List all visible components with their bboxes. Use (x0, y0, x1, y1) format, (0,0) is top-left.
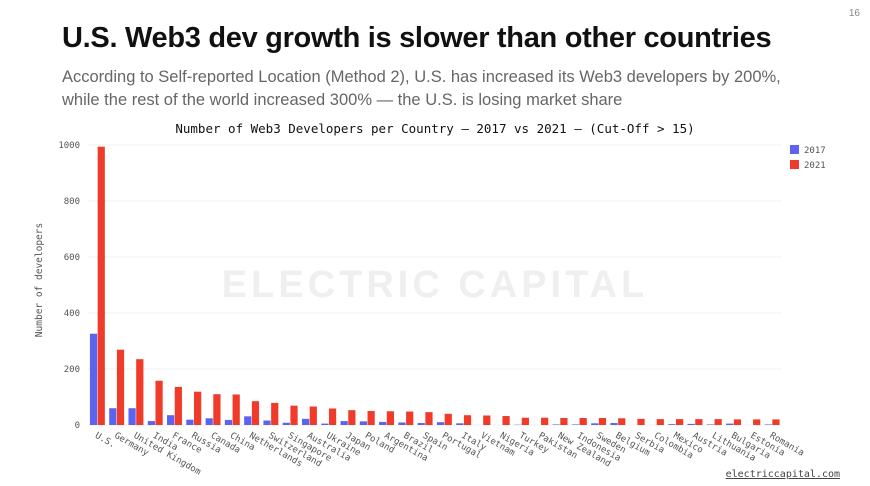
subtitle: According to Self-reported Location (Met… (62, 66, 852, 112)
footer-link[interactable]: electriccapital.com (725, 469, 840, 480)
bar-2017 (610, 423, 618, 425)
bar-2021 (290, 405, 298, 425)
bar-2017 (591, 423, 599, 425)
bar-2017 (706, 424, 715, 425)
bar-2021 (213, 394, 221, 425)
bar-2021 (232, 394, 240, 425)
legend-swatch-2017 (790, 145, 799, 154)
bar-2017 (89, 333, 98, 425)
bar-2017 (436, 422, 445, 425)
y-tick-label: 0 (75, 421, 80, 431)
legend-label-2021: 2021 (804, 161, 826, 171)
bar-2021 (541, 417, 549, 425)
bar-2021 (714, 419, 722, 425)
legend-label-2017: 2017 (804, 146, 826, 156)
bar-2021 (328, 408, 337, 425)
bar-2021 (194, 391, 202, 425)
bar-2021 (463, 415, 472, 425)
bar-2017 (687, 423, 695, 425)
bar-2017 (571, 424, 580, 425)
bar-2017 (552, 424, 560, 425)
bar-2021 (425, 412, 433, 425)
bar-2021 (598, 418, 607, 425)
y-tick-label: 200 (64, 365, 80, 375)
bar-2017 (379, 421, 387, 425)
page-number: 16 (848, 8, 860, 19)
bar-2017 (128, 408, 136, 425)
bar-2017 (282, 422, 290, 425)
bar-2021 (386, 411, 395, 425)
bar-2021 (309, 406, 317, 425)
bar-2021 (579, 418, 587, 425)
bar-2017 (263, 420, 271, 425)
y-tick-label: 800 (64, 197, 80, 207)
bar-2017 (340, 421, 348, 425)
legend-swatch-2021 (790, 160, 799, 169)
bar-2017 (301, 418, 310, 425)
y-axis-label: Number of developers (34, 223, 45, 337)
bar-2021 (174, 386, 182, 425)
chart-title: Number of Web3 Developers per Country — … (175, 121, 695, 136)
bar-2021 (136, 359, 144, 425)
bar-2017 (321, 423, 329, 425)
bar-2021 (772, 419, 780, 425)
y-tick-label: 600 (64, 253, 80, 263)
x-tick-label: U.S. (93, 431, 117, 451)
bar-2017 (109, 408, 117, 425)
bar-2021 (116, 349, 125, 425)
bar-2021 (348, 410, 356, 425)
bar-2021 (406, 411, 414, 425)
bar-2017 (764, 424, 772, 425)
bar-2021 (483, 415, 491, 425)
bar-2021 (521, 417, 529, 425)
page-title: U.S. Web3 dev growth is slower than othe… (62, 22, 772, 54)
bar-2021 (251, 401, 260, 425)
bar-2021 (753, 419, 761, 425)
y-tick-label: 1000 (58, 141, 80, 151)
bar-2017 (398, 422, 406, 425)
bar-2017 (417, 423, 425, 425)
bar-2017 (205, 418, 213, 425)
legend: 2017 2021 (790, 145, 826, 171)
bar-2017 (668, 424, 676, 425)
bar-2021 (271, 402, 279, 425)
bar-2021 (675, 419, 684, 425)
bar-2021 (695, 419, 703, 425)
bar-2021 (155, 380, 163, 425)
subtitle-line-2: while the rest of the world increased 30… (62, 91, 623, 109)
bar-2021 (637, 418, 645, 425)
bar-2021 (560, 418, 568, 425)
bar-2017 (147, 421, 155, 425)
bar-2021 (367, 411, 375, 425)
bar-2017 (726, 423, 734, 425)
bar-2017 (224, 419, 233, 425)
bar-2021 (97, 146, 105, 425)
bar-2017 (456, 423, 464, 425)
bar-2017 (186, 419, 194, 425)
bar-2017 (244, 416, 252, 425)
bar-2021 (656, 419, 664, 425)
bar-2017 (359, 421, 368, 425)
y-tick-label: 400 (64, 309, 80, 319)
subtitle-line-1: According to Self-reported Location (Met… (62, 68, 781, 86)
bar-2021 (444, 413, 452, 425)
watermark: ELECTRIC CAPITAL (222, 264, 648, 306)
bar-2021 (733, 419, 742, 425)
bar-2021 (502, 416, 510, 425)
bar-2017 (167, 415, 175, 425)
bar-2021 (618, 418, 626, 425)
